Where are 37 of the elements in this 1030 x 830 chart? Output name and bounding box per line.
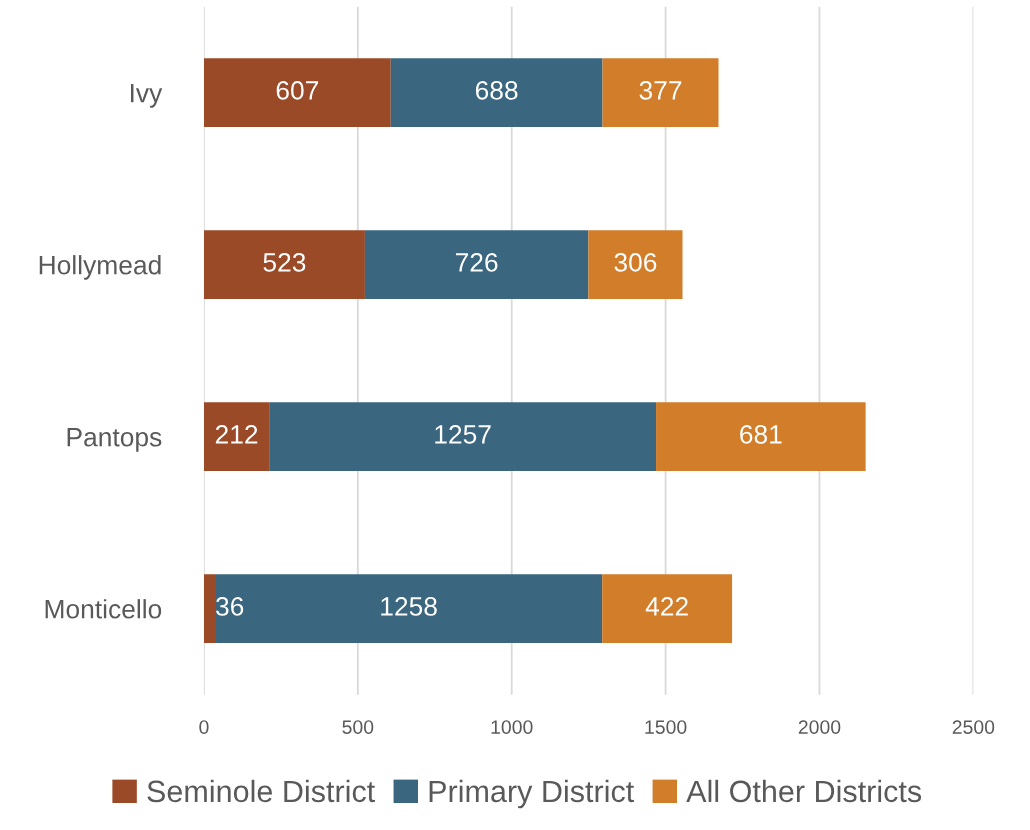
data-label: 1257 xyxy=(435,425,491,444)
x-tick-label: 500 xyxy=(342,720,374,734)
bar xyxy=(588,230,683,300)
x-tick-label: 1500 xyxy=(645,720,687,734)
bar xyxy=(203,58,391,128)
data-label: 377 xyxy=(639,81,682,100)
x-tick-label: 2000 xyxy=(798,720,841,734)
data-label: 306 xyxy=(614,253,657,272)
legend-label: All Other Districts xyxy=(686,779,922,803)
data-label: 1258 xyxy=(381,597,437,616)
bar xyxy=(602,574,733,644)
y-tick-label: Hollymead xyxy=(39,255,161,280)
data-label: 422 xyxy=(645,597,688,616)
data-label: 681 xyxy=(740,425,782,444)
bar xyxy=(215,574,603,644)
x-tick-label: 0 xyxy=(199,720,209,734)
bar xyxy=(203,230,365,300)
data-label: 523 xyxy=(263,253,306,272)
bar xyxy=(390,58,603,128)
y-tick-label: Ivy xyxy=(130,84,163,108)
bar xyxy=(269,402,657,472)
x-tick-label: 2500 xyxy=(952,720,995,734)
data-label: 688 xyxy=(475,81,518,100)
data-label: 36 xyxy=(216,597,244,616)
y-tick-label: Pantops xyxy=(67,428,162,452)
data-label: 607 xyxy=(276,81,319,100)
bar xyxy=(602,58,719,128)
legend-label: Seminole District xyxy=(147,779,375,803)
bar xyxy=(656,402,866,472)
x-tick-label: 1000 xyxy=(491,720,533,734)
y-tick-label: Monticello xyxy=(45,599,162,619)
bar xyxy=(203,402,270,472)
bar xyxy=(203,574,216,644)
legend-label: Primary District xyxy=(429,779,635,809)
data-label: 726 xyxy=(455,253,498,272)
bar xyxy=(364,230,589,300)
data-label: 212 xyxy=(215,425,258,444)
